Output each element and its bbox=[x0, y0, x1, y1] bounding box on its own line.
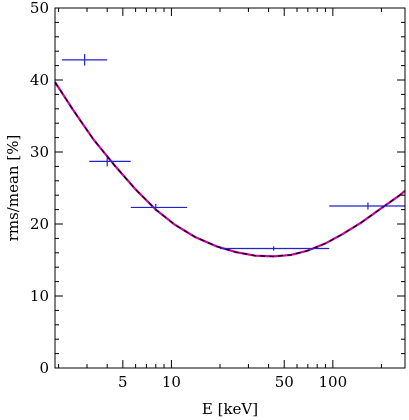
y-tick-label: 50 bbox=[30, 0, 49, 17]
axis-ticks bbox=[55, 7, 405, 369]
data-point bbox=[89, 156, 131, 167]
plot-frame bbox=[54, 7, 406, 369]
y-tick-label: 30 bbox=[30, 143, 49, 161]
x-tick-label: 50 bbox=[275, 373, 294, 391]
data-point bbox=[62, 54, 108, 66]
tick-labels: 0 10 20 30 40 50 5 10 50 100 bbox=[30, 0, 347, 391]
model-curve-dashed bbox=[54, 81, 406, 258]
x-tick-label: 5 bbox=[118, 373, 128, 391]
x-tick-label: 10 bbox=[162, 373, 181, 391]
data-point bbox=[130, 203, 188, 212]
y-tick-label: 40 bbox=[30, 71, 49, 89]
data-point bbox=[220, 246, 330, 251]
data-points bbox=[62, 54, 405, 251]
y-tick-label: 0 bbox=[39, 359, 49, 377]
y-axis-label: rms/mean [%] bbox=[4, 135, 22, 242]
x-axis-label: E [keV] bbox=[202, 400, 258, 418]
data-point bbox=[329, 202, 405, 210]
model-curve-solid bbox=[54, 81, 406, 258]
x-tick-label: 100 bbox=[319, 373, 348, 391]
y-tick-label: 20 bbox=[30, 215, 49, 233]
y-tick-label: 10 bbox=[30, 287, 49, 305]
model-curves bbox=[54, 81, 406, 258]
